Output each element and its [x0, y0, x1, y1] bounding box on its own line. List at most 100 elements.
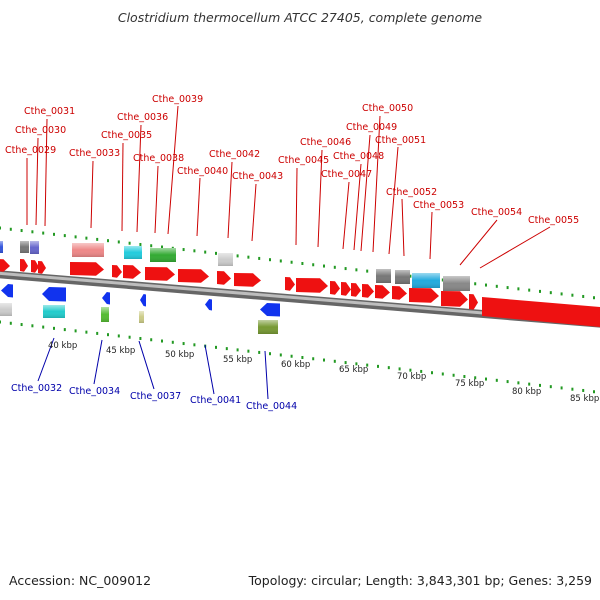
feature-box-shading: [376, 269, 391, 283]
tick-dot: [0, 226, 1, 230]
forward-gene-arrow: [217, 271, 231, 285]
reverse-gene-labels: Cthe_0032 Cthe_0034 Cthe_0037 Cthe_0041 …: [11, 383, 297, 412]
tick-dot: [333, 359, 336, 363]
tick-dot: [355, 268, 358, 272]
tick-dot: [150, 244, 153, 248]
tick-dot: [593, 390, 595, 394]
scale-label-80: 80 kbp: [512, 387, 541, 397]
tick-dot: [528, 288, 531, 292]
feature-box-shading: [395, 270, 410, 284]
forward-gene-arrow: [409, 288, 439, 303]
tick-dot: [63, 234, 66, 238]
feature-box-shading: [443, 276, 470, 291]
gene-label-cthe-0046: Cthe_0046: [300, 137, 351, 148]
tick-dot: [377, 364, 379, 368]
tick-dot: [441, 278, 444, 282]
tick-dot: [495, 378, 498, 382]
label-leader-line: [121, 142, 124, 232]
figure-title: Clostridium thermocellum ATCC 27405, com…: [117, 10, 483, 25]
label-leader-line: [459, 219, 498, 266]
tick-dot: [549, 385, 552, 389]
gene-label-cthe-0030: Cthe_0030: [15, 125, 66, 136]
scale-label-70: 70 kbp: [397, 372, 426, 382]
gene-label-cthe-0042: Cthe_0042: [209, 149, 260, 160]
gene-label-cthe-0038: Cthe_0038: [133, 153, 184, 164]
tick-dot: [441, 372, 444, 376]
label-leader-line: [264, 350, 269, 400]
scale-label-40: 40 kbp: [48, 341, 77, 351]
tick-dot: [215, 345, 217, 349]
tick-dot: [431, 371, 433, 375]
tick-dot: [9, 321, 12, 325]
tick-dot: [409, 368, 412, 372]
tick-dot: [31, 230, 34, 234]
tick-dot: [215, 251, 217, 255]
tick-dot: [517, 287, 520, 291]
tick-dot: [42, 325, 45, 329]
feature-box-shading: [412, 273, 440, 288]
forward-gene-arrow: [112, 265, 122, 278]
tick-dot: [139, 242, 142, 246]
label-leader-line: [136, 124, 142, 233]
forward-gene-arrow: [482, 297, 600, 327]
tick-dot: [150, 338, 153, 342]
forward-gene-arrow: [469, 294, 478, 310]
gene-label-cthe-0049: Cthe_0049: [346, 122, 397, 133]
forward-gene-arrow: [178, 269, 209, 283]
feature-box-shading: [139, 311, 144, 323]
tick-dot: [571, 293, 574, 297]
tick-dot: [301, 262, 304, 265]
forward-gene-arrow: [375, 285, 390, 299]
tick-dot: [85, 236, 88, 240]
forward-gene-labels: Cthe_0029 Cthe_0030 Cthe_0031 Cthe_0033 …: [5, 94, 579, 226]
gene-label-cthe-0035: Cthe_0035: [101, 130, 152, 141]
tick-dot: [279, 353, 282, 357]
forward-gene-arrow: [123, 265, 141, 279]
label-leader-line: [90, 160, 94, 229]
tick-dot: [420, 369, 423, 373]
forward-gene-arrow: [20, 259, 28, 272]
label-leader-line: [429, 211, 433, 260]
tick-dot: [225, 347, 228, 351]
label-leader-line: [342, 181, 350, 250]
gene-label-cthe-0044: Cthe_0044: [246, 401, 297, 412]
tick-dot: [323, 264, 325, 268]
tick-dot: [301, 356, 304, 359]
forward-gene-arrow: [392, 286, 407, 300]
label-leader-line: [401, 198, 405, 257]
tick-dot: [582, 294, 585, 298]
scale-label-75: 75 kbp: [455, 379, 484, 389]
label-leader-line: [35, 137, 39, 226]
tick-dot: [506, 286, 509, 290]
gene-label-cthe-0055: Cthe_0055: [528, 215, 579, 226]
tick-dot: [117, 240, 120, 244]
forward-gene-arrow: [70, 262, 104, 276]
reverse-gene-arrow: [140, 294, 146, 307]
tick-dot: [398, 367, 401, 371]
gene-label-cthe-0052: Cthe_0052: [386, 187, 437, 198]
feature-box-shading: [150, 248, 176, 262]
label-leader-line: [295, 167, 298, 246]
scale-label-65: 65 kbp: [339, 365, 368, 375]
tick-dot: [571, 387, 574, 391]
label-leader-line: [204, 344, 215, 395]
scale-label-50: 50 kbp: [165, 350, 194, 360]
reverse-gene-arrow: [42, 287, 66, 302]
tick-dot: [171, 340, 174, 344]
tick-dot: [582, 388, 585, 392]
tick-dot: [236, 254, 239, 258]
label-leader-line: [154, 165, 159, 234]
label-leader-line: [138, 340, 155, 390]
gene-label-cthe-0050: Cthe_0050: [362, 103, 413, 114]
tick-dot: [96, 331, 99, 335]
tick-dot: [355, 362, 358, 366]
tick-dot: [312, 357, 315, 361]
forward-gene-arrow: [296, 278, 328, 293]
label-leader-line: [360, 134, 371, 252]
tick-dot: [258, 350, 261, 354]
tick-dot: [474, 282, 477, 286]
forward-gene-arrow: [234, 273, 261, 287]
label-leader-line: [167, 105, 179, 235]
scale-label-60: 60 kbp: [281, 360, 310, 370]
